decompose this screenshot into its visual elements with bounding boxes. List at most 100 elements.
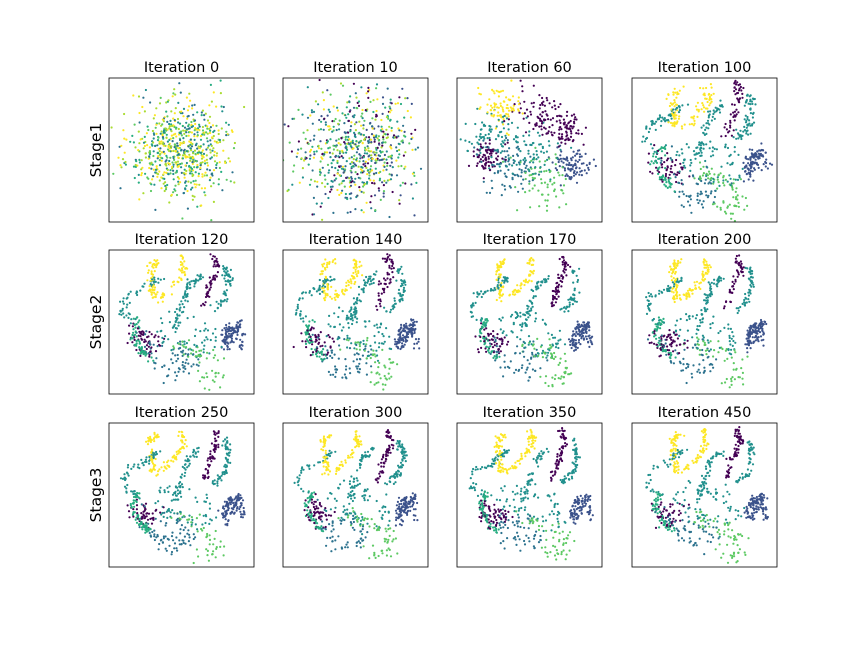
scatter-point — [224, 280, 227, 283]
scatter-point — [677, 92, 680, 95]
scatter-point — [349, 130, 352, 133]
scatter-point — [227, 330, 230, 333]
scatter-point — [717, 181, 720, 184]
scatter-point — [402, 339, 405, 342]
scatter-point — [409, 328, 412, 331]
scatter-point — [470, 311, 473, 314]
scatter-point — [363, 183, 366, 186]
scatter-point — [189, 166, 192, 169]
scatter-point — [208, 104, 211, 107]
scatter-point — [647, 152, 651, 155]
scatter-point — [133, 123, 136, 126]
scatter-point — [540, 182, 543, 185]
scatter-point — [544, 323, 548, 326]
scatter-point — [145, 344, 149, 347]
scatter-point — [148, 355, 151, 358]
scatter-point — [525, 164, 528, 167]
scatter-point — [190, 120, 193, 124]
scatter-point — [489, 150, 492, 153]
scatter-point — [404, 283, 407, 286]
scatter-point — [400, 279, 403, 282]
scatter-point — [343, 373, 346, 376]
scatter-point — [345, 316, 348, 319]
scatter-point — [540, 128, 543, 131]
scatter-point — [365, 166, 368, 169]
scatter-point — [488, 138, 491, 142]
scatter-point — [201, 149, 204, 152]
scatter-point — [492, 335, 495, 338]
scatter-point — [478, 292, 481, 295]
scatter-point — [585, 323, 588, 326]
scatter-point — [678, 106, 681, 109]
scatter-point — [137, 321, 140, 324]
scatter-point — [528, 340, 532, 343]
scatter-point — [352, 165, 355, 168]
scatter-point — [311, 169, 314, 172]
scatter-point — [389, 101, 392, 104]
scatter-point — [559, 279, 562, 282]
scatter-point — [148, 285, 151, 288]
scatter-point — [674, 176, 677, 179]
scatter-point — [381, 287, 384, 290]
scatter-point — [382, 138, 385, 141]
scatter-point — [736, 178, 740, 181]
scatter-point — [362, 339, 365, 342]
scatter-point — [503, 360, 506, 363]
scatter-point — [318, 292, 321, 295]
scatter-point — [752, 121, 756, 124]
scatter-point — [394, 340, 397, 343]
scatter-point — [541, 356, 545, 359]
scatter-point — [320, 147, 323, 150]
scatter-point — [699, 144, 703, 147]
scatter-point — [667, 121, 670, 124]
scatter-point — [222, 265, 225, 268]
scatter-point — [743, 208, 746, 211]
scatter-point — [744, 196, 748, 200]
scatter-point — [353, 123, 356, 126]
scatter-point — [186, 282, 189, 285]
scatter-point — [527, 168, 530, 171]
scatter-point — [529, 206, 532, 209]
scatter-point — [557, 346, 560, 350]
scatter-point — [186, 278, 189, 281]
scatter-point — [678, 170, 681, 173]
scatter-point — [553, 104, 556, 107]
scatter-point — [669, 102, 672, 105]
scatter-point — [404, 97, 407, 100]
scatter-point — [347, 113, 350, 116]
scatter-point — [398, 336, 401, 339]
scatter-point — [170, 123, 173, 126]
scatter-point — [370, 141, 373, 144]
scatter-point — [143, 135, 146, 138]
scatter-point — [501, 157, 504, 160]
scatter-point — [203, 322, 207, 325]
scatter-point — [180, 162, 183, 165]
scatter-point — [347, 322, 350, 325]
scatter-point — [196, 165, 199, 169]
scatter-point — [506, 103, 509, 107]
scatter-point — [401, 272, 404, 275]
scatter-point — [201, 376, 204, 379]
scatter-point — [221, 110, 224, 113]
scatter-point — [484, 133, 487, 137]
scatter-point — [338, 174, 341, 177]
scatter-point — [312, 327, 315, 330]
scatter-point — [482, 166, 485, 169]
scatter-point — [227, 123, 230, 126]
scatter-point — [525, 108, 529, 111]
scatter-point — [549, 118, 552, 121]
scatter-point — [667, 93, 670, 96]
scatter-point — [553, 189, 556, 193]
scatter-point — [744, 121, 748, 124]
scatter-point — [344, 132, 347, 135]
scatter-point — [180, 267, 184, 270]
scatter-point — [568, 301, 571, 304]
scatter-point — [353, 154, 356, 157]
scatter-point — [358, 160, 361, 163]
scatter-point — [140, 350, 143, 354]
scatter-point — [508, 147, 511, 150]
scatter-point — [564, 126, 567, 129]
scatter-point — [527, 149, 530, 152]
scatter-point — [527, 152, 530, 155]
scatter-point — [560, 285, 563, 288]
